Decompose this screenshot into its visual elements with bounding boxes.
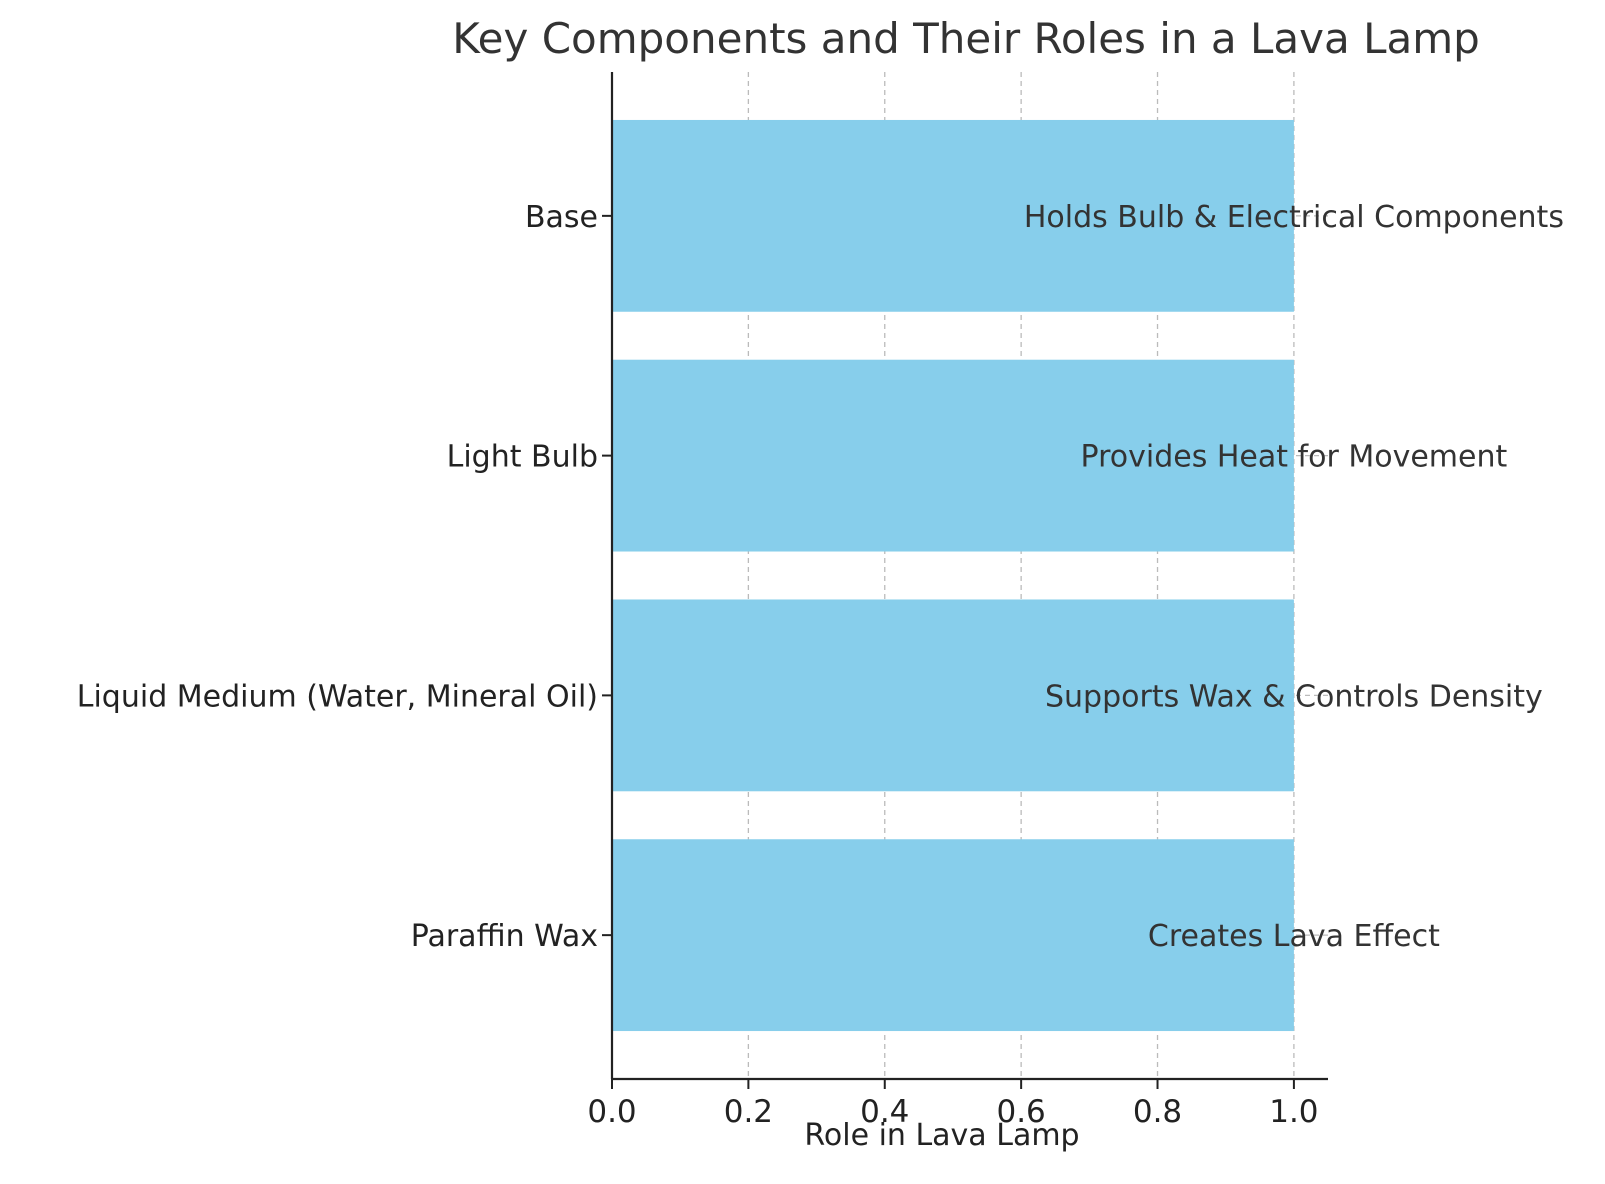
x-tick-label: 1.0 xyxy=(1269,1094,1318,1130)
bar-annotation: Provides Heat for Movement xyxy=(1081,440,1508,475)
chart-title: Key Components and Their Roles in a Lava… xyxy=(452,14,1480,63)
x-tick-label: 0.8 xyxy=(1133,1094,1182,1130)
bar-annotation: Supports Wax & Controls Density xyxy=(1045,679,1543,714)
bar xyxy=(612,119,1294,312)
x-tick-label: 0.0 xyxy=(587,1094,636,1130)
y-tick-label: Base xyxy=(525,200,598,235)
x-tick-label: 0.6 xyxy=(996,1094,1045,1130)
bar-annotation: Holds Bulb & Electrical Components xyxy=(1024,200,1564,235)
axis-layer: 0.0 0.2 0.4 0.6 0.8 1.0 Paraffin Wax Liquid Med… xyxy=(77,72,1328,1130)
y-tick-label: Liquid Medium (Water, Mineral Oil) xyxy=(77,679,598,714)
bar-layer xyxy=(612,119,1294,1032)
y-tick-label: Light Bulb xyxy=(447,440,598,475)
bar xyxy=(612,359,1294,552)
x-tick-label: 0.4 xyxy=(860,1094,909,1130)
bar xyxy=(612,599,1294,792)
annotation-layer: Creates Lava Effect Supports Wax & Contro… xyxy=(1024,200,1564,954)
bar xyxy=(612,839,1294,1032)
x-axis-label: Role in Lava Lamp xyxy=(804,1118,1079,1153)
x-tick-label: 0.2 xyxy=(724,1094,773,1130)
bar-annotation: Creates Lava Effect xyxy=(1148,919,1440,954)
y-tick-label: Paraffin Wax xyxy=(411,919,598,954)
